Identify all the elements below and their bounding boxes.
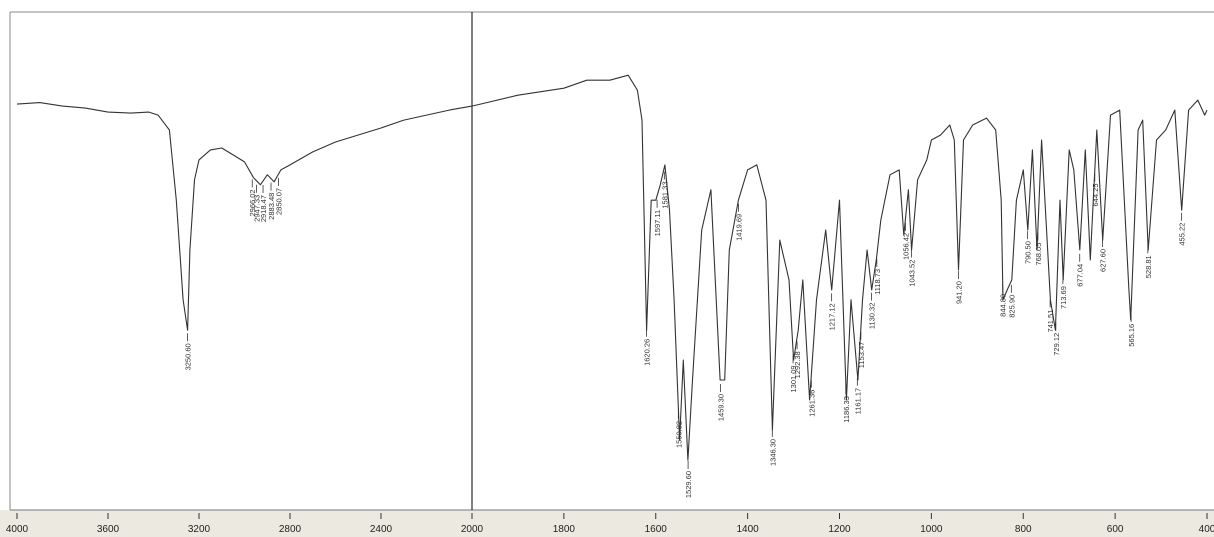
- spectrum-line: [16, 102, 473, 331]
- peak-label: 1620.26: [642, 339, 651, 366]
- peak-label: 1130.32: [868, 303, 877, 330]
- peak-label: 2883.48: [267, 193, 276, 220]
- x-tick-label: 1600: [645, 524, 668, 535]
- peak-label: 729.12: [1052, 333, 1061, 356]
- peak-label: 844.80: [999, 294, 1008, 317]
- peak-label: 1261.36: [807, 390, 816, 417]
- axis-band: [0, 510, 1214, 537]
- x-tick-label: 3200: [188, 524, 211, 535]
- x-tick-label: 400: [1199, 524, 1214, 535]
- x-tick-label: 800: [1015, 524, 1032, 535]
- peak-label: 1550.82: [674, 421, 683, 448]
- peak-label: 1292.38: [793, 351, 802, 378]
- peak-label: 528.81: [1144, 255, 1153, 278]
- peak-label: 1043.52: [907, 260, 916, 287]
- x-tick-label: 4000: [6, 524, 29, 535]
- peak-label: 1419.69: [735, 214, 744, 241]
- x-tick-label: 2400: [370, 524, 393, 535]
- peak-label: 790.50: [1024, 241, 1033, 264]
- peak-label: 627.60: [1098, 249, 1107, 272]
- x-tick-label: 2800: [279, 524, 302, 535]
- peak-label: 768.05: [1034, 243, 1043, 266]
- x-tick-label: 600: [1107, 524, 1124, 535]
- peak-label: 713.69: [1059, 286, 1068, 309]
- peak-label: 1581.33: [660, 182, 669, 209]
- x-tick-label: 1800: [553, 524, 576, 535]
- x-tick-label: 1200: [828, 524, 851, 535]
- peak-label: 2947.33: [253, 195, 262, 222]
- peak-label: 1118.73: [873, 269, 882, 295]
- peak-label: 941.20: [954, 281, 963, 304]
- peak-label: 741.51: [1046, 310, 1055, 333]
- peak-label: 1161.17: [853, 388, 862, 415]
- peak-label: 1056.42: [902, 233, 911, 260]
- peak-label: 2850.07: [275, 188, 284, 215]
- peak-label: 1459.30: [716, 394, 725, 421]
- peak-label: 1217.12: [828, 303, 837, 330]
- peak-label: 1597.11: [653, 210, 662, 237]
- peak-label: 2918.47: [259, 195, 268, 222]
- peak-label: 3250.60: [184, 343, 193, 370]
- peak-label: 1301.09: [789, 365, 798, 392]
- x-tick-label: 1000: [920, 524, 943, 535]
- peak-label: 2966.02: [248, 189, 257, 216]
- x-tick-label: 1400: [737, 524, 760, 535]
- peak-label: 644.25: [1091, 184, 1100, 207]
- peak-label: 1186.33: [842, 396, 851, 423]
- x-tick-label: 2000: [461, 524, 484, 535]
- peak-label: 1529.60: [684, 471, 693, 498]
- peak-label: 677.04: [1076, 264, 1085, 287]
- peak-label: 455.22: [1178, 223, 1187, 246]
- peak-label: 1346.30: [768, 439, 777, 466]
- peak-label: 565.16: [1127, 324, 1136, 347]
- x-tick-label: 3600: [97, 524, 120, 535]
- peak-label: 1153.47: [857, 342, 866, 369]
- peak-label: 825.90: [1007, 295, 1016, 318]
- spectrum-line: [471, 74, 1208, 461]
